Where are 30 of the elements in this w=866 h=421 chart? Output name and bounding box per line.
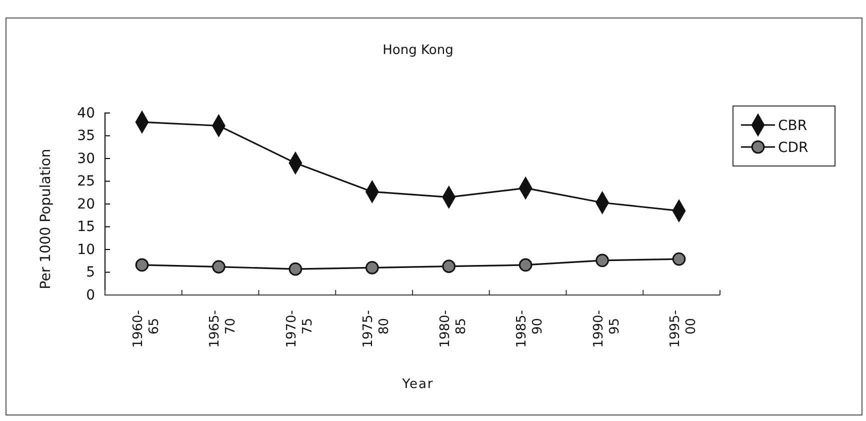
point bbox=[288, 262, 302, 276]
y-tick-label: 25 bbox=[77, 174, 95, 190]
x-axis-title: Year bbox=[401, 377, 434, 392]
point bbox=[672, 252, 686, 266]
y-tick-label: 10 bbox=[77, 242, 95, 258]
y-tick-label: 5 bbox=[86, 264, 95, 281]
point bbox=[596, 254, 609, 268]
x-tick-label: 1970-75 bbox=[284, 310, 316, 348]
x-tick-label: 1980-85 bbox=[438, 310, 469, 348]
y-tick-label: 30 bbox=[77, 150, 95, 167]
point bbox=[442, 260, 456, 273]
legend-label: CDR bbox=[778, 140, 809, 156]
y-tick-label: 40 bbox=[77, 105, 95, 122]
x-tick-label: 1965-70 bbox=[208, 310, 239, 348]
point bbox=[365, 261, 379, 274]
y-tick-label: 15 bbox=[77, 219, 95, 236]
x-tick-label: 1985-90 bbox=[514, 310, 546, 348]
legend-label: CBR bbox=[778, 118, 808, 134]
y-axis-title: Per 1000 Population bbox=[38, 148, 54, 290]
y-tick-label: 35 bbox=[77, 128, 95, 144]
point bbox=[135, 258, 149, 272]
x-tick-label: 1975-80 bbox=[361, 310, 392, 348]
y-tick-label: 0 bbox=[86, 287, 95, 304]
x-tick-label: 1995-00 bbox=[668, 310, 699, 348]
x-tick-label: 1990-95 bbox=[591, 310, 622, 348]
point bbox=[518, 258, 532, 272]
y-tick-label: 20 bbox=[77, 196, 95, 212]
chart-title: Hong Kong bbox=[382, 43, 454, 58]
x-tick-label: 1960-65 bbox=[131, 310, 162, 348]
point bbox=[212, 260, 226, 274]
